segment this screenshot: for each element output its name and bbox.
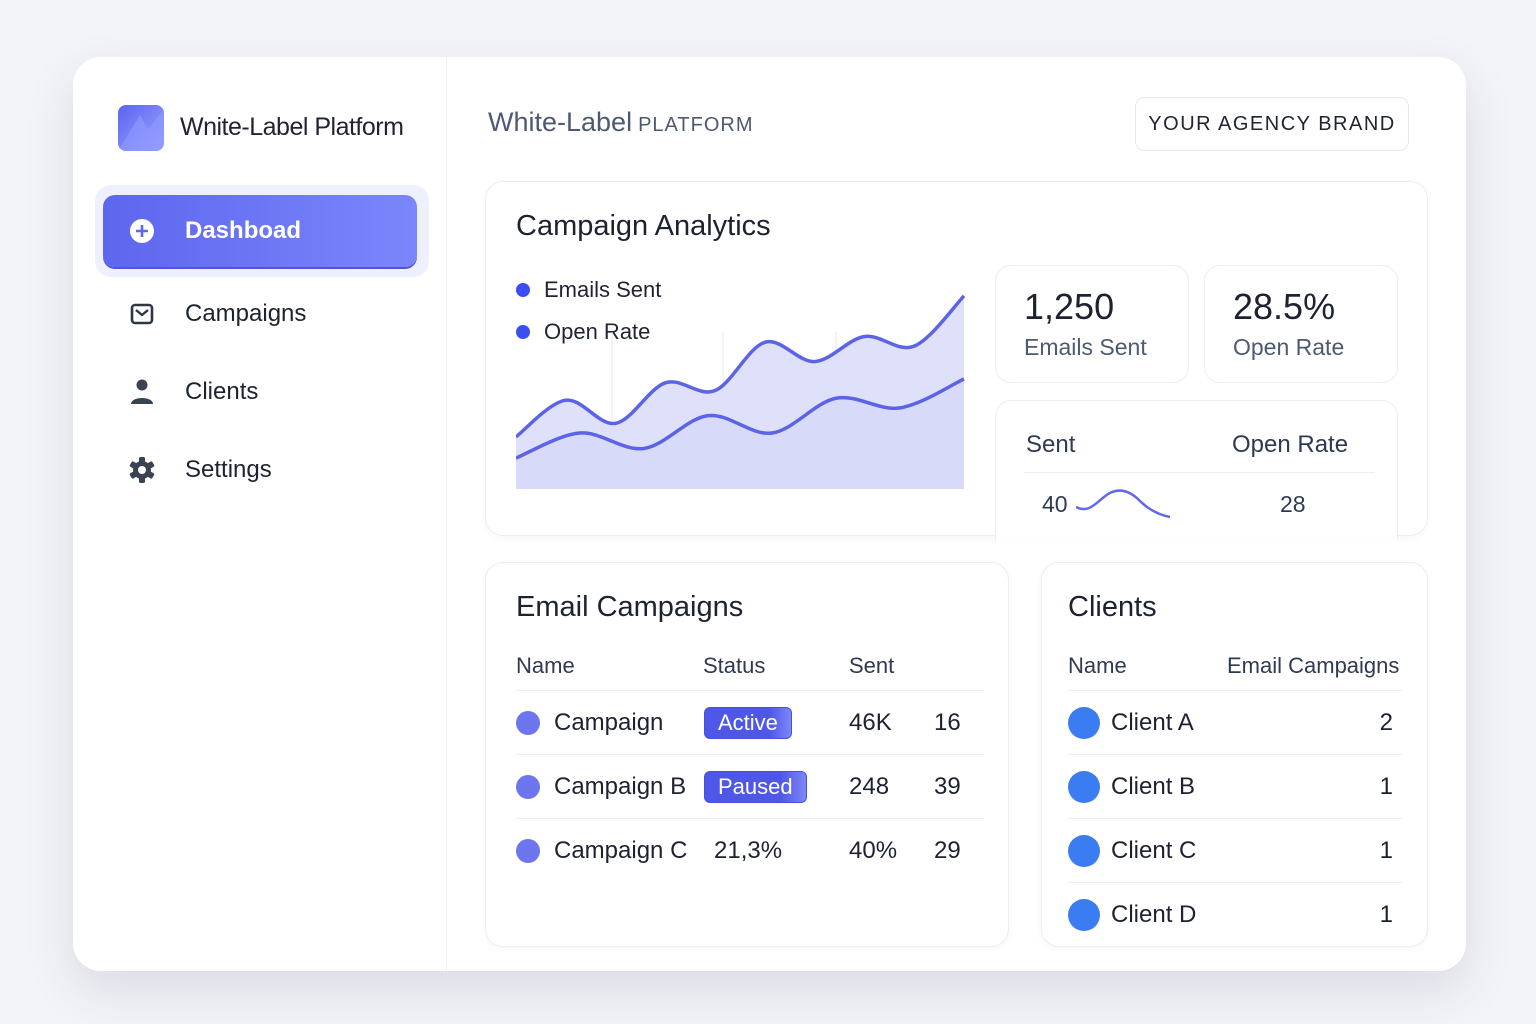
extra-value: 29 — [934, 837, 961, 864]
campaign-dot — [516, 711, 540, 735]
mini-value-sent: 40 — [1042, 491, 1068, 517]
client-name: Client A — [1111, 709, 1194, 736]
client-row[interactable]: Client D 1 — [1068, 882, 1403, 946]
client-avatar — [1068, 707, 1100, 739]
column-header: Name — [1068, 653, 1127, 678]
email-campaigns-card: Email Campaigns Name Status Sent Campaig… — [485, 562, 1009, 947]
stat-open-rate: 28.5% Open Rate — [1204, 265, 1398, 383]
client-row[interactable]: Client B 1 — [1068, 754, 1403, 818]
mini-table: Sent Open Rate 40 28 — [995, 400, 1398, 540]
campaign-analytics-card: Campaign Analytics Emails Sent Open Rate… — [485, 181, 1428, 540]
table-row[interactable]: Campaign Active 46K 16 — [516, 690, 984, 754]
client-avatar — [1068, 835, 1100, 867]
stat-value: 28.5% — [1233, 286, 1336, 327]
campaign-name: Campaign C — [554, 837, 688, 864]
legend-open-rate: Open Rate — [516, 319, 650, 345]
client-row[interactable]: Client C 1 — [1068, 818, 1403, 882]
series-area-1 — [516, 378, 964, 489]
client-row[interactable]: Client A 2 — [1068, 690, 1403, 754]
series-line-0 — [516, 294, 966, 439]
mail-icon — [127, 299, 157, 329]
divider — [1024, 472, 1375, 473]
extra-value: 39 — [934, 773, 961, 800]
brand-name: Wnite-Label Platform — [180, 113, 404, 141]
title-main: White-Label — [488, 107, 633, 137]
client-name: Client C — [1111, 837, 1197, 864]
campaign-count: 2 — [1379, 709, 1393, 736]
table-row[interactable]: Campaign B Paused 248 39 — [516, 754, 984, 818]
area-chart — [516, 294, 966, 489]
column-header: Email Campaigns — [1227, 653, 1400, 678]
column-header: Status — [703, 653, 766, 678]
card-title: Clients — [1068, 591, 1157, 623]
campaign-name: Campaign — [554, 709, 664, 736]
sent-value: 248 — [849, 773, 890, 800]
brand-logo — [118, 105, 164, 151]
stat-value: 1,250 — [1024, 286, 1115, 327]
mini-header-sent: Sent — [1026, 431, 1076, 458]
sparkline — [1076, 489, 1171, 519]
campaign-dot — [516, 839, 540, 863]
status-badge: Paused — [704, 771, 807, 803]
card-title: Email Campaigns — [516, 591, 744, 623]
client-name: Client D — [1111, 901, 1197, 928]
sidebar-item-dashboard[interactable]: Dashboad — [103, 195, 417, 267]
legend-label: Open Rate — [544, 319, 651, 344]
stat-label: Open Rate — [1233, 334, 1345, 360]
sidebar-item-clients[interactable]: Clients — [103, 356, 417, 428]
plus-circle-icon — [127, 216, 157, 246]
campaign-count: 1 — [1379, 901, 1393, 928]
client-avatar — [1068, 771, 1100, 803]
user-icon — [127, 377, 157, 407]
campaign-count: 1 — [1379, 773, 1393, 800]
gear-icon — [127, 455, 157, 485]
series-line-1 — [516, 377, 965, 460]
agency-brand-button[interactable]: YOUR AGENCY BRAND — [1135, 97, 1409, 151]
sidebar: Wnite-Label Platform Dashboad Campaigns … — [73, 57, 447, 971]
card-title: Campaign Analytics — [516, 210, 771, 242]
campaign-dot — [516, 775, 540, 799]
campaign-count: 1 — [1379, 837, 1393, 864]
app-window: Wnite-Label Platform Dashboad Campaigns … — [73, 57, 1466, 971]
sidebar-item-label: Campaigns — [185, 300, 307, 327]
mini-value-open-rate: 28 — [1280, 491, 1306, 517]
legend-label: Emails Sent — [544, 277, 662, 302]
extra-value: 16 — [934, 709, 961, 736]
clients-card: Clients Name Email Campaigns Client A 2 … — [1041, 562, 1428, 947]
title-sub: PLATFORM — [638, 114, 754, 136]
client-avatar — [1068, 899, 1100, 931]
sidebar-item-label: Clients — [185, 378, 259, 405]
sent-value: 46K — [849, 709, 892, 736]
sidebar-item-settings[interactable]: Settings — [103, 434, 417, 506]
column-header: Name — [516, 653, 575, 678]
mini-header-open-rate: Open Rate — [1232, 431, 1349, 458]
campaign-name: Campaign B — [554, 773, 687, 800]
sent-value: 40% — [849, 837, 898, 864]
sidebar-item-campaigns[interactable]: Campaigns — [103, 278, 417, 350]
stat-emails-sent: 1,250 Emails Sent — [995, 265, 1189, 383]
legend-emails-sent: Emails Sent — [516, 277, 661, 303]
client-name: Client B — [1111, 773, 1196, 800]
status-badge: Active — [704, 707, 792, 739]
page-title: White-Label PLATFORM — [488, 107, 754, 138]
table-row[interactable]: Campaign C 21,3% 40% 29 — [516, 818, 984, 882]
status-value: 21,3% — [714, 837, 783, 864]
column-header: Sent — [849, 653, 895, 678]
legend-dot — [516, 283, 530, 297]
sidebar-item-label: Dashboad — [185, 217, 302, 244]
legend-dot — [516, 325, 530, 339]
sidebar-item-label: Settings — [185, 456, 272, 483]
stat-label: Emails Sent — [1024, 334, 1147, 360]
